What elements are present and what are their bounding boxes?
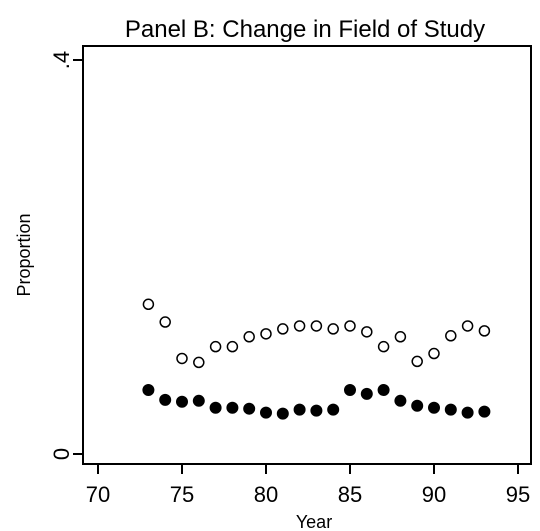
hollow-data-point [461,320,474,332]
filled-data-point [142,383,155,396]
filled-data-point [260,406,272,419]
hollow-data-point [344,320,356,332]
filled-data-point [444,403,457,416]
hollow-data-point [193,356,205,369]
y-axis-label: Proportion [14,213,34,296]
hollow-data-point [428,347,440,360]
filled-data-point [159,393,172,406]
filled-data-point [478,405,491,418]
hollow-data-point [310,320,323,332]
hollow-data-point [277,323,289,335]
hollow-data-point [159,316,171,328]
x-tick-label: 75 [170,482,194,507]
plot-area [82,45,532,465]
hollow-data-point [411,355,423,368]
filled-data-point [243,402,256,415]
filled-data-point [344,383,356,396]
hollow-data-point [478,325,491,337]
hollow-data-point [327,323,339,335]
filled-data-point [276,407,289,420]
y-tick-label: .4 [49,51,74,69]
chart-title: Panel B: Change in Field of Study [125,16,485,43]
hollow-data-point [260,328,272,340]
x-tick-label: 70 [86,482,110,507]
filled-data-point [461,406,474,419]
hollow-data-point [209,340,222,353]
hollow-data-point [377,340,390,353]
filled-data-point [327,403,340,416]
x-axis-ticks: 70 75 80 85 90 95 [86,464,530,507]
data-points [142,298,491,420]
hollow-data-point [176,352,188,365]
filled-data-point [411,399,424,412]
hollow-data-point [226,340,239,353]
filled-data-point [192,394,205,407]
filled-data-point [428,401,440,414]
hollow-data-point [243,331,255,343]
y-tick-label: 0 [49,448,74,460]
filled-data-point [310,404,323,417]
filled-data-point [226,401,239,414]
hollow-data-point [445,330,457,342]
x-axis-label: Year [296,512,332,531]
x-tick-label: 85 [338,482,362,507]
hollow-data-point [142,298,155,311]
x-tick-label: 95 [506,482,530,507]
x-tick-label: 80 [254,482,278,507]
hollow-data-point [361,326,373,338]
filled-data-point [360,387,373,400]
hollow-data-point [394,331,407,343]
filled-data-point [394,394,407,407]
x-tick-label: 90 [422,482,446,507]
hollow-data-point [293,320,306,332]
y-axis-ticks: 0.4 [49,51,83,460]
filled-data-point [209,401,222,414]
filled-data-point [176,395,188,408]
filled-data-point [293,403,306,416]
filled-data-point [377,383,390,396]
